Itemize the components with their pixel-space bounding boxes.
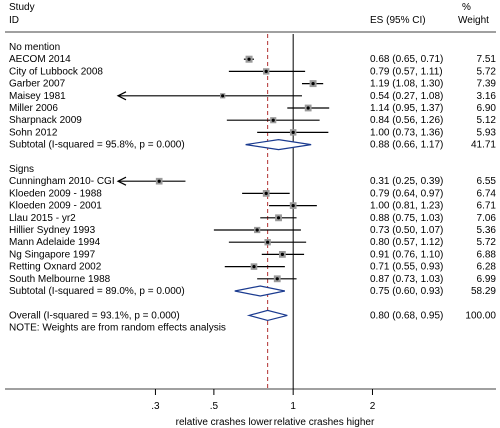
subtotal-weight-text: 58.29 <box>471 286 496 297</box>
subtotal-diamond <box>234 285 285 297</box>
x-tick-label: 2 <box>370 401 376 412</box>
study-weight-text: 7.51 <box>477 54 497 65</box>
point-estimate <box>247 57 251 61</box>
subtotal-label: Subtotal (I-squared = 89.0%, p = 0.000) <box>9 286 185 297</box>
study-label: AECOM 2014 <box>9 54 71 65</box>
study-weight-text: 6.99 <box>477 274 497 285</box>
study-es-text: 0.91 (0.76, 1.10) <box>370 249 443 260</box>
study-es-text: 1.19 (1.08, 1.30) <box>370 79 443 90</box>
study-weight-text: 5.93 <box>477 127 497 138</box>
group-label: Signs <box>9 164 34 175</box>
study-weight-text: 6.28 <box>477 262 497 273</box>
point-estimate <box>157 179 161 183</box>
study-label: Ng Singapore 1997 <box>9 249 96 260</box>
study-es-text: 0.80 (0.57, 1.12) <box>370 237 443 248</box>
study-es-text: 0.73 (0.50, 1.07) <box>370 225 443 236</box>
study-weight-text: 3.16 <box>477 91 497 102</box>
study-label: Llau 2015 - yr2 <box>9 213 76 224</box>
study-label: Kloeden 2009 - 1988 <box>9 188 102 199</box>
study-es-text: 1.00 (0.73, 1.36) <box>370 127 443 138</box>
point-estimate <box>306 106 310 110</box>
study-weight-text: 6.88 <box>477 249 497 260</box>
study-label: Retting Oxnard 2002 <box>9 262 102 273</box>
subtotal-weight-text: 41.71 <box>471 140 496 151</box>
xlabel-right: relative crashes higher <box>274 417 375 428</box>
x-tick-label: .5 <box>210 401 219 412</box>
study-label: Sohn 2012 <box>9 127 58 138</box>
x-tick-label: 1 <box>290 401 296 412</box>
study-weight-text: 5.12 <box>477 115 497 126</box>
study-label: Miller 2006 <box>9 103 58 114</box>
header-es: ES (95% CI) <box>370 15 426 26</box>
study-es-text: 0.68 (0.65, 0.71) <box>370 54 443 65</box>
point-estimate <box>264 191 268 195</box>
point-estimate <box>221 94 225 98</box>
study-weight-text: 6.90 <box>477 103 497 114</box>
study-label: Mann Adelaide 1994 <box>9 237 101 248</box>
header-study: Study <box>9 2 35 13</box>
group-label: No mention <box>9 42 60 53</box>
study-es-text: 0.54 (0.27, 1.08) <box>370 91 443 102</box>
study-es-text: 0.71 (0.55, 0.93) <box>370 262 443 273</box>
xlabel-left: relative crashes lower <box>176 417 273 428</box>
study-weight-text: 7.39 <box>477 79 497 90</box>
study-weight-text: 5.36 <box>477 225 497 236</box>
x-tick-label: .3 <box>151 401 160 412</box>
point-estimate <box>255 228 259 232</box>
point-estimate <box>311 82 315 86</box>
overall-es-text: 0.80 (0.68, 0.95) <box>370 310 443 321</box>
header-id: ID <box>9 15 19 26</box>
study-es-text: 0.79 (0.64, 0.97) <box>370 188 443 199</box>
study-weight-text: 6.71 <box>477 201 497 212</box>
point-estimate <box>280 252 284 256</box>
study-label: City of Lubbock 2008 <box>9 66 103 77</box>
study-weight-text: 6.55 <box>477 176 497 187</box>
study-label: Cunningham 2010- CGI <box>9 176 115 187</box>
study-label: Hillier Sydney 1993 <box>9 225 96 236</box>
point-estimate <box>252 265 256 269</box>
study-es-text: 1.00 (0.81, 1.23) <box>370 201 443 212</box>
study-weight-text: 5.72 <box>477 237 497 248</box>
weights-note: NOTE: Weights are from random effects an… <box>9 323 226 334</box>
overall-diamond <box>246 309 288 322</box>
point-estimate <box>276 216 281 220</box>
ci-clip-arrow <box>116 91 127 101</box>
subtotal-label: Subtotal (I-squared = 95.8%, p = 0.000) <box>9 140 185 151</box>
study-es-text: 0.84 (0.56, 1.26) <box>370 115 443 126</box>
subtotal-es-text: 0.88 (0.66, 1.17) <box>370 140 443 151</box>
point-estimate <box>275 277 279 281</box>
study-label: Kloeden 2009 - 2001 <box>9 201 102 212</box>
study-label: Sharpnack 2009 <box>9 115 82 126</box>
study-weight-text: 6.74 <box>477 188 497 199</box>
study-weight-text: 7.06 <box>477 213 497 224</box>
header-weight: Weight <box>458 15 489 26</box>
overall-weight-text: 100.00 <box>465 310 496 321</box>
x-axis: .3 .5 1 2 <box>151 389 376 412</box>
point-estimate <box>291 130 295 134</box>
study-es-text: 0.87 (0.73, 1.03) <box>370 274 443 285</box>
study-es-text: 1.14 (0.95, 1.37) <box>370 103 443 114</box>
header-percent: % <box>462 2 471 13</box>
study-weight-text: 5.72 <box>477 66 497 77</box>
study-es-text: 0.79 (0.57, 1.11) <box>370 66 443 77</box>
study-label: Garber 2007 <box>9 79 66 90</box>
study-label: Maisey 1981 <box>9 91 66 102</box>
study-es-text: 0.88 (0.75, 1.03) <box>370 213 443 224</box>
subtotal-es-text: 0.75 (0.60, 0.93) <box>370 286 443 297</box>
study-es-text: 0.31 (0.25, 0.39) <box>370 176 443 187</box>
subtotal-diamond <box>245 138 312 151</box>
point-estimate <box>291 204 295 208</box>
point-estimate <box>264 69 268 73</box>
study-label: South Melbourne 1988 <box>9 274 111 285</box>
ci-clip-arrow <box>116 176 127 186</box>
point-estimate <box>271 118 275 122</box>
point-estimate <box>266 240 270 244</box>
overall-label: Overall (I-squared = 93.1%, p = 0.000) <box>9 310 180 321</box>
